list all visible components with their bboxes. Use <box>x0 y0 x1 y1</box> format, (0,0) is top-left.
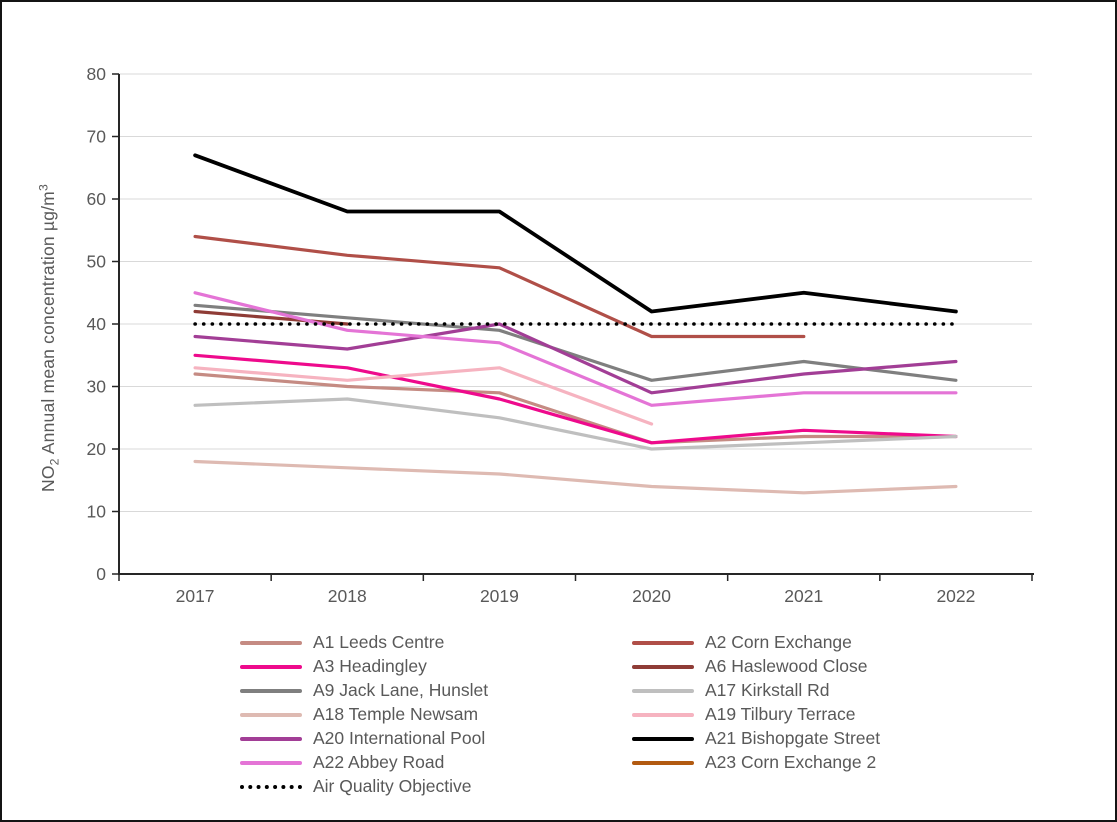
legend-item-a1-leeds-centre: A1 Leeds Centre <box>240 631 632 654</box>
legend-item-a9-jack-lane-hunslet: A9 Jack Lane, Hunslet <box>240 679 632 702</box>
line-swatch-icon <box>240 736 302 741</box>
legend-label: Air Quality Objective <box>313 776 472 796</box>
y-tick-label: 50 <box>87 252 107 272</box>
line-swatch-icon <box>632 712 694 717</box>
legend-label: A19 Tilbury Terrace <box>705 704 856 724</box>
line-swatch-icon <box>240 640 302 645</box>
line-swatch-icon <box>632 664 694 669</box>
legend-label: A18 Temple Newsam <box>313 704 479 724</box>
line-swatch-icon <box>632 736 694 741</box>
dotted-line-swatch-icon <box>240 784 302 789</box>
y-tick-label: 20 <box>87 439 107 459</box>
legend-item-a23-corn-exchange-2: A23 Corn Exchange 2 <box>632 751 962 774</box>
y-tick-label: 80 <box>87 64 107 84</box>
legend-item-a6-haslewood-close: A6 Haslewood Close <box>632 655 962 678</box>
legend-label: A17 Kirkstall Rd <box>705 680 830 700</box>
series-line-a2-corn-exchange <box>193 234 806 339</box>
line-swatch-icon <box>632 640 694 645</box>
line-swatch-icon <box>240 712 302 717</box>
legend-label: A2 Corn Exchange <box>705 632 852 652</box>
y-axis-title-subscript: 2 <box>47 458 62 466</box>
legend-label: A3 Headingley <box>313 656 427 676</box>
y-axis-title-superscript: 3 <box>36 184 51 192</box>
series-line-a17-kirkstall-rd <box>193 397 958 451</box>
line-swatch-icon <box>240 760 302 765</box>
x-tick-label: 2019 <box>480 586 519 606</box>
y-axis-title-text: NO <box>38 465 59 492</box>
legend-item-a21-bishopgate-street: A21 Bishopgate Street <box>632 727 962 750</box>
series-line-a18-temple-newsam <box>193 459 958 495</box>
legend-item-a20-international-pool: A20 International Pool <box>240 727 632 750</box>
series-line-a19-tilbury-terrace <box>193 366 654 426</box>
y-tick-label: 30 <box>87 377 107 397</box>
series-line-a6-haslewood-close <box>193 309 349 326</box>
y-tick-label: 60 <box>87 189 107 209</box>
line-swatch-icon <box>632 760 694 765</box>
y-tick-label: 10 <box>87 502 107 522</box>
chart-svg: 0 10 20 30 40 50 60 70 80 2017 2018 2019 2020 2021 202… <box>87 64 1034 606</box>
x-tick-label: 2021 <box>784 586 823 606</box>
legend-item-a17-kirkstall-rd: A17 Kirkstall Rd <box>632 679 962 702</box>
legend-label: A23 Corn Exchange 2 <box>705 752 877 772</box>
x-tick-label: 2017 <box>176 586 215 606</box>
legend-item-air-quality-objective: Air Quality Objective <box>240 775 632 798</box>
legend: A1 Leeds Centre A2 Corn Exchange A3 Headin… <box>240 631 962 798</box>
line-swatch-icon <box>240 688 302 693</box>
y-axis-title-mid: Annual mean concentration µg/m <box>38 191 59 459</box>
y-tick-label: 70 <box>87 127 107 147</box>
legend-item-a2-corn-exchange: A2 Corn Exchange <box>632 631 962 654</box>
x-tick-label: 2020 <box>632 586 671 606</box>
legend-item-a19-tilbury-terrace: A19 Tilbury Terrace <box>632 703 962 726</box>
line-swatch-icon <box>632 688 694 693</box>
legend-label: A1 Leeds Centre <box>313 632 445 652</box>
x-tick-label: 2022 <box>936 586 975 606</box>
line-swatch-icon <box>240 664 302 669</box>
legend-item-a18-temple-newsam: A18 Temple Newsam <box>240 703 632 726</box>
y-tick-label: 40 <box>87 314 107 334</box>
y-tick-label: 0 <box>96 564 106 584</box>
legend-label: A21 Bishopgate Street <box>705 728 881 748</box>
series-line-a22-abbey-road <box>193 291 958 407</box>
series-line-a9-jack-lane-hunslet <box>193 303 958 382</box>
legend-label: A9 Jack Lane, Hunslet <box>313 680 489 700</box>
series-line-a3-headingley <box>193 353 958 445</box>
series-line-a1-leeds-centre <box>193 372 958 445</box>
legend-label: A22 Abbey Road <box>313 752 445 772</box>
legend-item-a22-abbey-road: A22 Abbey Road <box>240 751 632 774</box>
legend-item-a3-headingley: A3 Headingley <box>240 655 632 678</box>
legend-label: A6 Haslewood Close <box>705 656 868 676</box>
x-tick-label: 2018 <box>328 586 367 606</box>
y-axis-title: NO2 Annual mean concentration µg/m3 <box>36 184 61 492</box>
series-line-a21-bishopgate-street <box>193 153 958 314</box>
series-line-a20-international-pool <box>193 322 958 395</box>
legend-label: A20 International Pool <box>313 728 486 748</box>
